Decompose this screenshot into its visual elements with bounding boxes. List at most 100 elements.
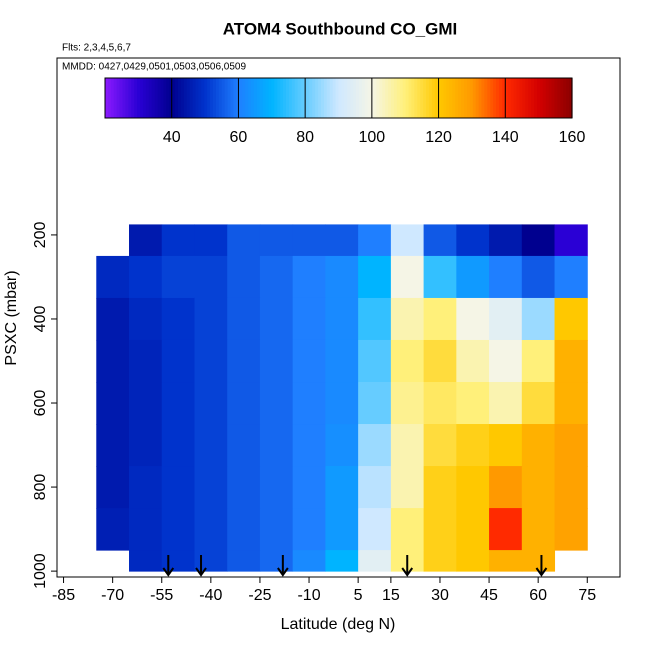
colorbar-swatch	[177, 78, 182, 118]
heat-cell	[259, 466, 294, 509]
heat-cell	[456, 466, 490, 509]
colorbar-swatch	[338, 78, 343, 118]
heat-cell	[227, 297, 261, 341]
colorbar-swatch	[437, 78, 442, 118]
colorbar-swatch	[145, 78, 150, 118]
colorbar-swatch	[186, 78, 191, 118]
heat-cell	[358, 508, 392, 551]
heat-cell	[456, 382, 490, 425]
colorbar-swatch	[335, 78, 340, 118]
colorbar-swatch	[195, 78, 199, 118]
colorbar-swatch	[274, 78, 278, 118]
colorbar-swatch	[172, 78, 176, 118]
colorbar-swatch	[350, 78, 354, 118]
colorbar-swatch	[116, 78, 121, 118]
y-axis-label: PSXC (mbar)	[3, 270, 20, 365]
colorbar-tick-label: 120	[425, 129, 452, 146]
heat-cell	[259, 508, 294, 551]
heat-cell	[423, 339, 457, 383]
heat-cell	[259, 297, 294, 341]
colorbar-swatch	[469, 78, 474, 118]
heat-cell	[489, 550, 523, 572]
heat-cell	[227, 508, 261, 551]
heat-cell	[325, 466, 359, 509]
colorbar-swatch	[160, 78, 164, 118]
y-tick-label: 800	[32, 474, 49, 501]
colorbar-swatch	[501, 78, 506, 118]
colorbar-swatch	[496, 78, 500, 118]
colorbar-swatch	[262, 78, 267, 118]
colorbar-swatch	[189, 78, 194, 118]
colorbar-swatch	[490, 78, 494, 118]
heat-cell	[358, 424, 392, 467]
heat-cell	[161, 339, 195, 383]
heat-cell	[194, 466, 228, 509]
colorbar-swatch	[265, 78, 270, 118]
colorbar-swatch	[440, 78, 445, 118]
heat-cell	[521, 339, 556, 383]
colorbar-swatch	[487, 78, 491, 118]
colorbar-swatch	[212, 78, 217, 118]
heat-cell	[554, 466, 588, 509]
colorbar-swatch	[458, 78, 462, 118]
heat-cell	[489, 424, 523, 467]
colorbar-tick-label: 100	[359, 129, 386, 146]
colorbar-swatch	[297, 78, 302, 118]
heat-cell	[259, 382, 294, 425]
heat-cell	[96, 466, 130, 509]
colorbar-swatch	[309, 78, 313, 118]
heat-cell	[423, 224, 457, 257]
colorbar-swatch	[522, 78, 526, 118]
heat-cell	[489, 224, 523, 257]
colorbar-swatch	[504, 78, 509, 118]
colorbar-swatch	[536, 78, 541, 118]
colorbar-swatch	[332, 78, 337, 118]
colorbar-swatch	[312, 78, 316, 118]
heat-cell	[390, 255, 425, 299]
x-tick-label: -25	[248, 587, 271, 604]
heat-cell	[554, 339, 588, 383]
annotation: MMDD: 0427,0429,0501,0503,0506,0509	[62, 62, 246, 73]
arrow	[401, 555, 414, 577]
x-tick-label: -10	[297, 587, 320, 604]
heat-cell	[96, 508, 130, 551]
colorbar-swatch	[253, 78, 258, 118]
colorbar-swatch	[163, 78, 167, 118]
heat-cell	[358, 466, 392, 509]
colorbar-swatch	[157, 78, 162, 118]
colorbar-swatch	[358, 78, 363, 118]
heat-cell	[194, 255, 228, 299]
heat-cell	[521, 224, 556, 257]
colorbar-swatch	[461, 78, 465, 118]
heat-cell	[259, 424, 294, 467]
heat-cell	[390, 339, 425, 383]
colorbar-swatch	[125, 78, 129, 118]
heat-cell	[259, 224, 294, 257]
colorbar-swatch	[373, 78, 378, 118]
colorbar-swatch	[434, 78, 439, 118]
heat-cell	[194, 382, 228, 425]
heat-cell	[456, 508, 490, 551]
heat-cell	[161, 508, 195, 551]
heat-cell	[423, 297, 457, 341]
colorbar-swatch	[268, 78, 272, 118]
colorbar-swatch	[105, 78, 109, 118]
colorbar-swatch	[449, 78, 453, 118]
heat-cell	[227, 550, 261, 572]
colorbar-swatch	[499, 78, 503, 118]
y-tick-label: 200	[32, 221, 49, 248]
colorbar-swatch	[151, 78, 156, 118]
heat-cell	[325, 224, 359, 257]
heat-cell	[423, 550, 457, 572]
colorbar-swatch	[452, 78, 456, 118]
y-tick-label: 400	[32, 306, 49, 333]
colorbar-swatch	[137, 78, 141, 118]
colorbar-swatch	[154, 78, 159, 118]
colorbar-swatch	[464, 78, 468, 118]
heat-cell	[259, 255, 294, 299]
colorbar-swatch	[560, 78, 564, 118]
heat-cell	[489, 466, 523, 509]
colorbar-swatch	[242, 78, 246, 118]
colorbar-swatch	[370, 78, 375, 118]
heat-cell	[489, 339, 523, 383]
